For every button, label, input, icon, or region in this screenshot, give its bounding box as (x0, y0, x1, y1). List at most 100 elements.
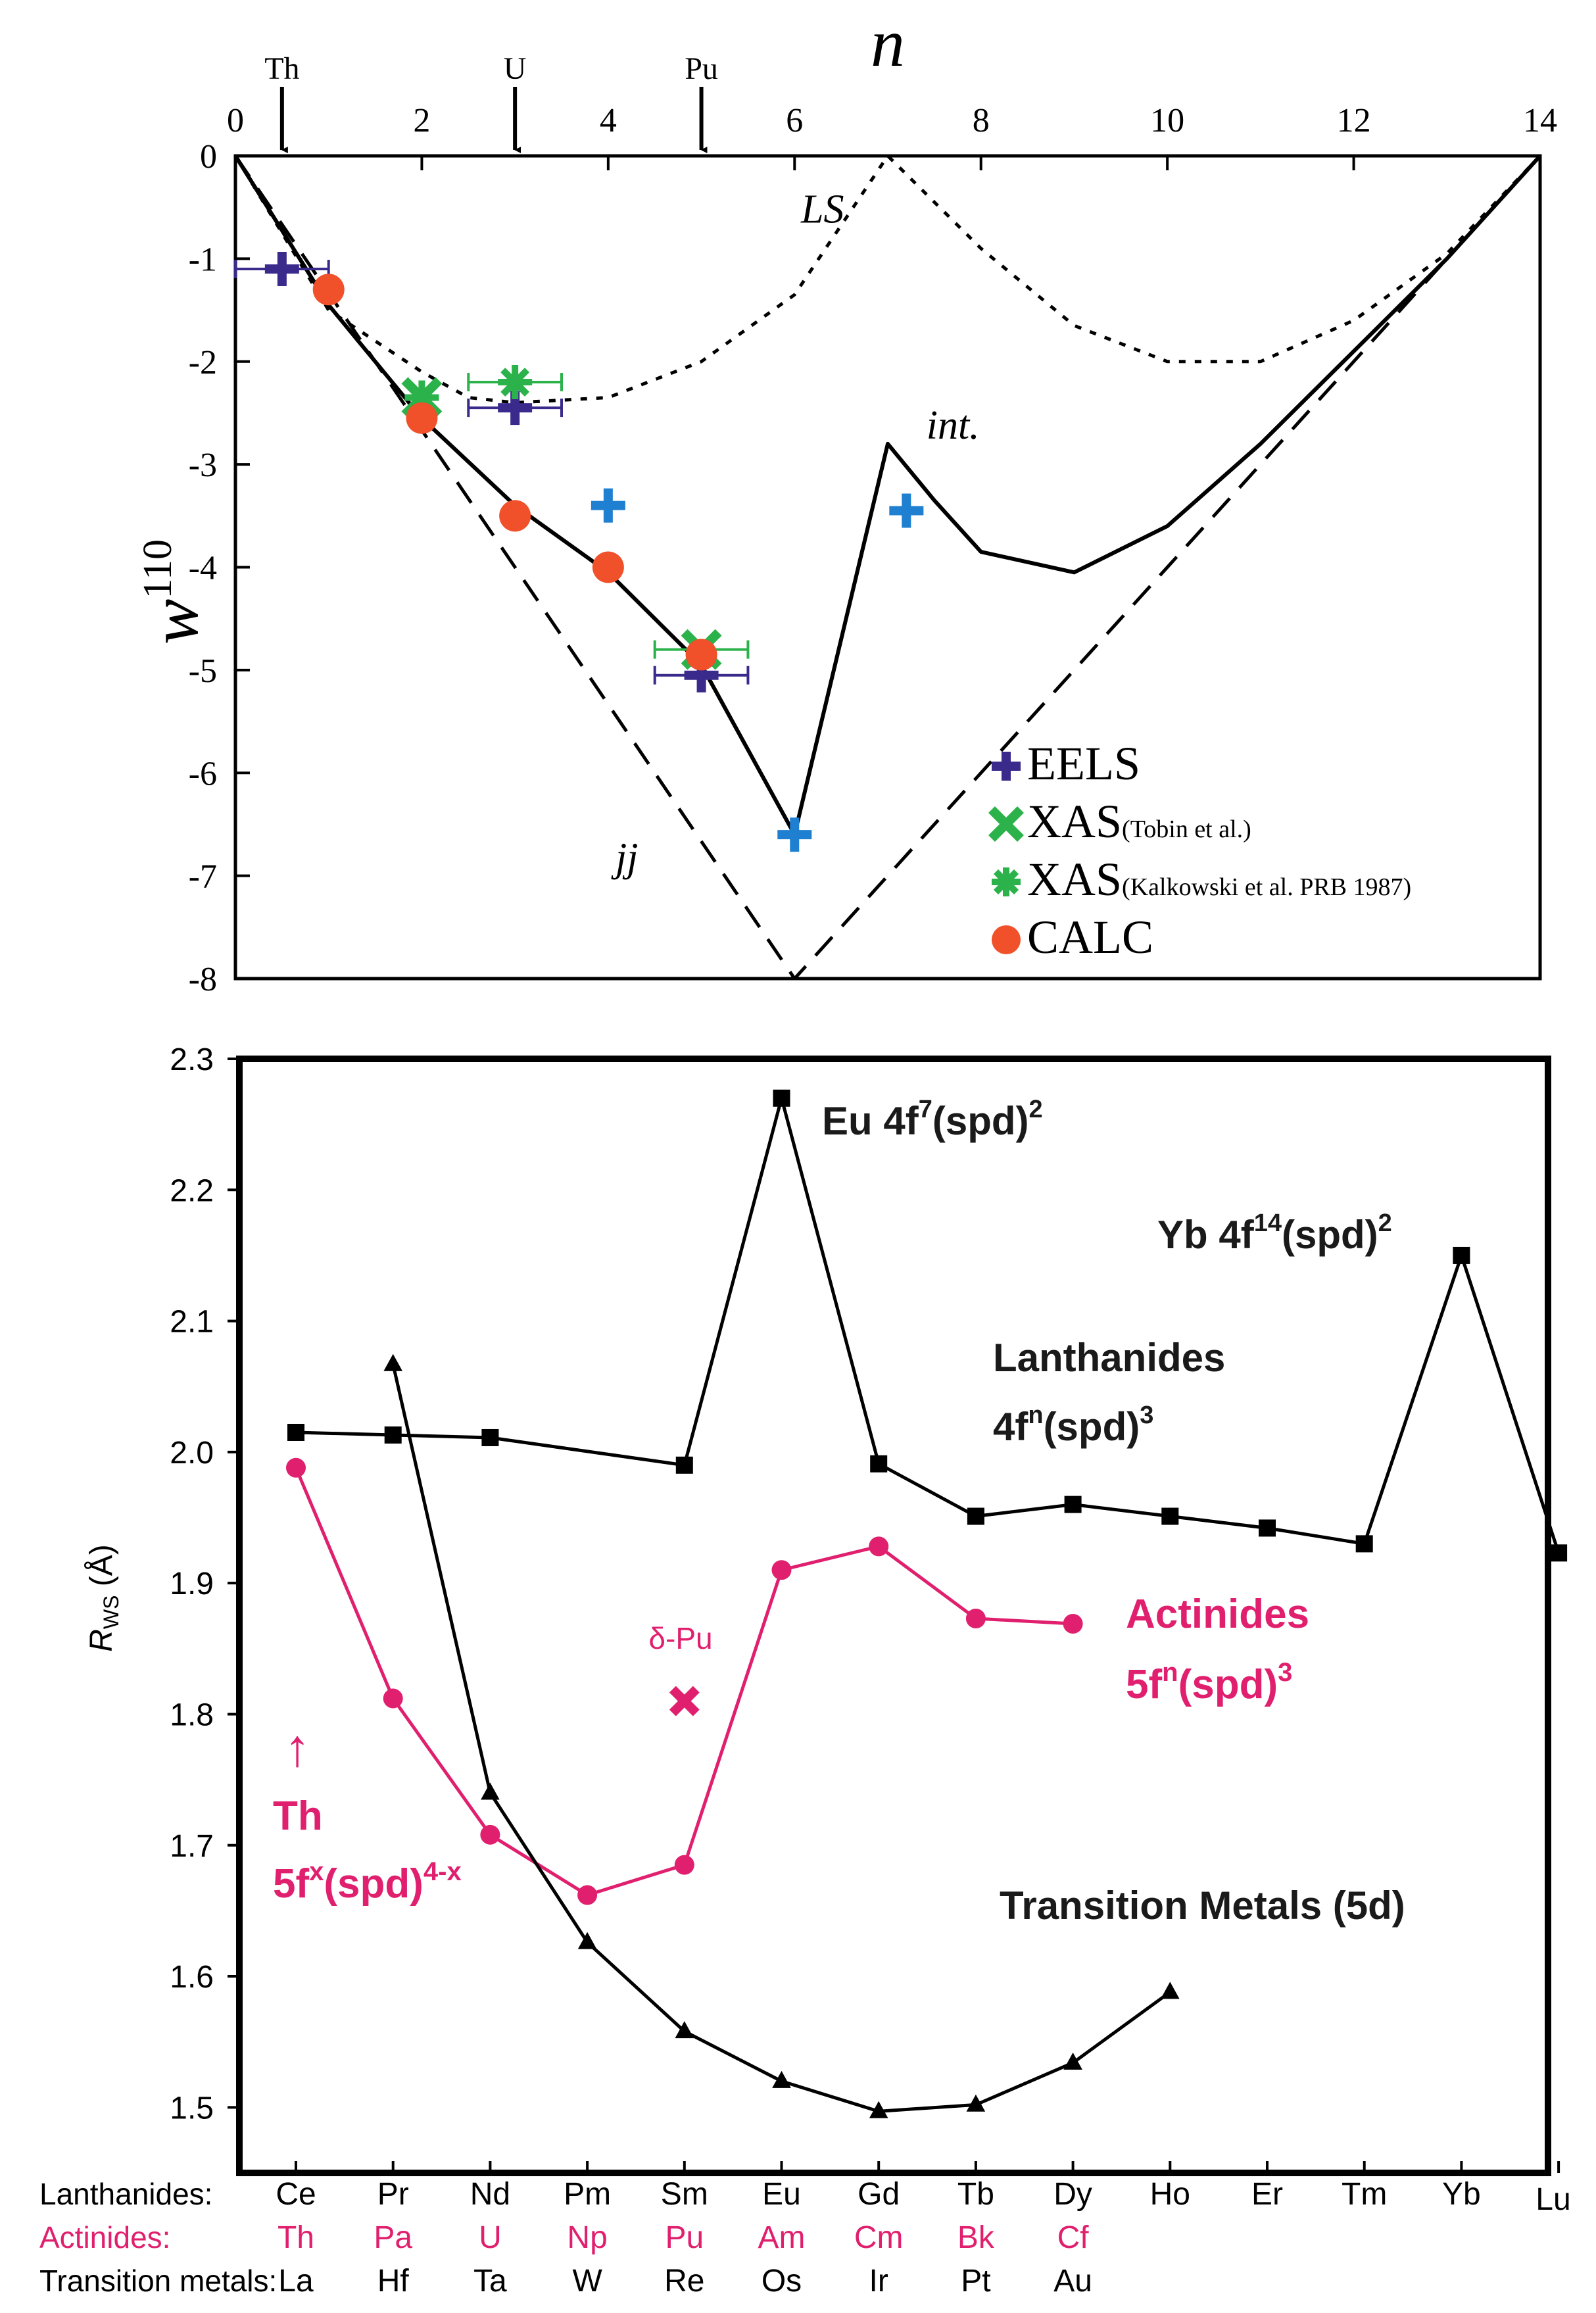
transition-metals-5d-point (481, 1782, 500, 1800)
top-plot-frame (233, 154, 1542, 981)
category-label: Dy (1053, 2177, 1092, 2212)
legend-label-main: CALC (1027, 911, 1153, 963)
eels-point (264, 252, 299, 287)
legend-label-2: XAS(Kalkowski et al. PRB 1987) (1027, 853, 1411, 906)
bottom-y-tick-label: 1.7 (170, 1829, 214, 1864)
calc-point (499, 500, 531, 532)
top-y-tick-label: -4 (189, 550, 217, 587)
yb-annotation-sup2: 2 (1378, 1209, 1392, 1237)
lanthanides-line (295, 1096, 1560, 1554)
transition-metals-5d-point (966, 2094, 986, 2112)
w110-chart: 0 2 4 6 8 10 12 14 0 -1 -2 -3 -4 -5 -6 -7 -8 Th U Pu n w1… (135, 5, 1557, 998)
category-label: Os (762, 2264, 802, 2299)
element-marker-label: Pu (685, 51, 718, 86)
actinides-label: Actinides (1126, 1592, 1309, 1637)
category-row-2: Transition metals: La Hf Ta W Re Os Ir Pt Au (39, 2264, 1092, 2299)
curve-ls (233, 154, 1541, 404)
category-label: Ir (869, 2264, 888, 2299)
category-label: Au (1053, 2264, 1092, 2299)
element-marker-label: U (504, 51, 527, 86)
element-markers: Th U Pu (264, 51, 718, 153)
yb-annotation-sup1: 14 (1254, 1209, 1282, 1237)
transition-metals-5d-point (1161, 1982, 1180, 1999)
th-label: Th (273, 1793, 323, 1839)
top-x-tick-label: 4 (600, 102, 617, 139)
lanthanides-config: 4fn(spd)3 (993, 1401, 1153, 1449)
lanthanides-config-sup2: 3 (1140, 1401, 1153, 1429)
legend-label-1: XAS(Tobin et al.) (1027, 795, 1251, 848)
category-label: Pt (961, 2264, 990, 2299)
transition-metals-5d-point (1063, 2052, 1082, 2070)
category-label: Yb (1442, 2177, 1481, 2212)
top-x-tick-label: 8 (973, 102, 990, 139)
bottom-data-points (286, 1089, 1568, 2118)
actinides-point (383, 1688, 403, 1709)
bottom-y-tick-label: 1.5 (170, 2091, 214, 2126)
eu-annotation-sup2: 2 (1028, 1096, 1042, 1123)
legend-label-sub: (Kalkowski et al. PRB 1987) (1122, 873, 1411, 901)
lanthanides-point (1161, 1507, 1179, 1525)
curve-label-jj: jj (611, 835, 638, 880)
category-row-name: Lanthanides: (39, 2177, 212, 2211)
th-config: 5fx(spd)4-x (273, 1857, 462, 1907)
lanthanides-config-main: 4f (993, 1405, 1028, 1449)
transition-metals-5d-point (383, 1353, 402, 1371)
th-config-main: 5f (273, 1861, 309, 1907)
yb-annotation: Yb 4f14(spd)2 (1157, 1209, 1392, 1257)
lanthanides-point (287, 1423, 304, 1441)
top-y-tick-label: -8 (189, 961, 217, 998)
transition-metals-label: Transition Metals (5d) (1000, 1884, 1405, 1928)
curve-label-intermediate: int. (927, 403, 980, 448)
category-label: La (278, 2264, 314, 2299)
xas-kalkowski-et-al-prb-1987-point (498, 365, 533, 400)
bottom-y-tick-labels: 1.5 1.6 1.7 1.8 1.9 2.0 2.1 2.2 2.3 (170, 1042, 214, 2126)
transition-metals-5d-point (772, 2070, 791, 2088)
lanthanides-point (870, 1455, 888, 1473)
lanthanides-config-mid: (spd) (1044, 1405, 1140, 1449)
category-label: Tm (1342, 2177, 1387, 2212)
category-label: Lu (1536, 2182, 1570, 2217)
lanthanides-point (384, 1426, 402, 1444)
delta-pu-point (669, 1686, 700, 1716)
category-label: Ce (276, 2177, 316, 2212)
th-config-sup1: x (309, 1857, 324, 1886)
top-tick-marks (234, 155, 1541, 980)
th-config-mid: (spd) (324, 1861, 423, 1907)
actinides-config: 5fn(spd)3 (1126, 1658, 1292, 1707)
lanthanides-point (1355, 1535, 1373, 1553)
category-label: Er (1251, 2177, 1283, 2212)
category-row-name: Actinides: (39, 2220, 170, 2254)
category-label: Np (567, 2220, 607, 2255)
legend-label-0: EELS (1027, 737, 1140, 790)
top-curve-labels: LS int. jj (611, 187, 980, 880)
top-y-tick-label: -3 (189, 447, 217, 484)
top-x-tick-label: 0 (227, 102, 244, 139)
calc-point (685, 639, 717, 671)
bottom-y-axis-label-unit: (Å) (84, 1544, 119, 1595)
legend-marker-1-b (988, 806, 1024, 842)
category-label: Ta (473, 2264, 507, 2299)
category-label: Bk (957, 2220, 995, 2255)
top-y-tick-label: 0 (200, 138, 217, 176)
top-x-axis-label: n (871, 5, 905, 81)
category-label: Eu (762, 2177, 801, 2212)
top-x-tick-label: 14 (1523, 102, 1557, 139)
actinides-point (965, 1608, 986, 1628)
lanthanides-point (1453, 1246, 1470, 1264)
rws-chart: 1.5 1.6 1.7 1.8 1.9 2.0 2.1 2.2 2.3 RWS (Å) Lant… (39, 1042, 1571, 2299)
category-label: Hf (377, 2264, 410, 2299)
actinides-point (674, 1855, 694, 1875)
calc-point (312, 274, 345, 306)
top-y-axis-label-sup: 110 (135, 539, 180, 599)
bottom-y-axis-label-main: R (84, 1629, 119, 1652)
category-label: Sm (661, 2177, 708, 2212)
yb-annotation-main: Yb 4f (1157, 1213, 1255, 1257)
transition-metals-5d-point (577, 1932, 597, 1949)
eu-annotation-mid: (spd) (932, 1099, 1029, 1143)
category-label: Pm (564, 2177, 611, 2212)
eels-light-point (889, 493, 924, 528)
top-x-tick-label: 12 (1337, 102, 1371, 139)
legend-marker-2 (992, 867, 1021, 896)
eu-annotation-main: Eu 4f (822, 1099, 919, 1143)
lanthanides-point (675, 1456, 693, 1474)
